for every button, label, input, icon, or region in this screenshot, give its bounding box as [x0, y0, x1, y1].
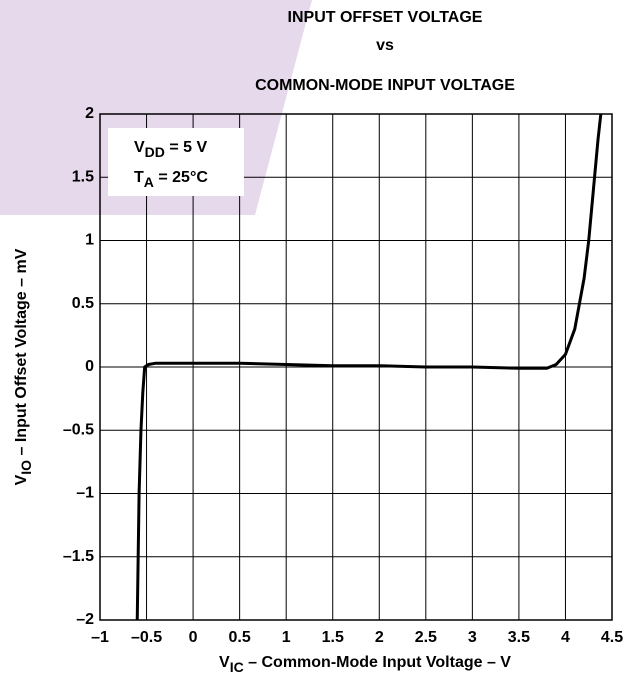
- label-text: – Common-Mode Input Voltage – V: [244, 654, 512, 671]
- chart-title: INPUT OFFSET VOLTAGE: [288, 9, 483, 26]
- symbol: V: [134, 139, 145, 156]
- x-tick-label: 4.5: [601, 629, 623, 646]
- subscript: IO: [18, 460, 34, 475]
- symbol: V: [219, 654, 230, 671]
- x-tick-label: –0.5: [131, 629, 162, 646]
- label-text: – Input Offset Voltage – mV: [13, 248, 30, 460]
- x-tick-label: 0: [189, 629, 198, 646]
- annotation: TA = 25°C: [134, 169, 208, 189]
- label-text: = 25°C: [154, 169, 208, 186]
- y-tick-label: –0.5: [63, 421, 94, 438]
- symbol: V: [13, 474, 30, 485]
- subscript: DD: [145, 144, 165, 160]
- annotation: VDD = 5 V: [134, 139, 207, 159]
- y-tick-label: 1: [85, 232, 94, 249]
- x-axis-label: VIC – Common-Mode Input Voltage – V: [219, 654, 511, 674]
- x-tick-label: –1: [91, 629, 109, 646]
- x-tick-label: 2: [375, 629, 384, 646]
- x-tick-label: 3: [468, 629, 477, 646]
- y-tick-label: –1.5: [63, 548, 94, 565]
- x-tick-label: 2.5: [415, 629, 437, 646]
- x-tick-label: 1.5: [322, 629, 344, 646]
- x-tick-label: 3.5: [508, 629, 530, 646]
- subscript: IC: [230, 659, 244, 675]
- annotation-box: [108, 128, 244, 196]
- series-line: [135, 113, 603, 621]
- symbol: T: [134, 169, 144, 186]
- chart-title: vs: [376, 37, 394, 54]
- y-axis-label: VIO – Input Offset Voltage – mV: [13, 248, 33, 485]
- subscript: A: [144, 174, 154, 190]
- label-text: = 5 V: [165, 139, 208, 156]
- y-tick-label: 2: [85, 105, 94, 122]
- y-tick-label: 0.5: [72, 295, 94, 312]
- plot-frame: [99, 113, 613, 621]
- y-tick-label: 0: [85, 358, 94, 375]
- x-tick-label: 4: [561, 629, 570, 646]
- y-tick-label: 1.5: [72, 168, 94, 185]
- y-tick-label: –1: [76, 485, 94, 502]
- x-tick-label: 0.5: [229, 629, 251, 646]
- x-tick-label: 1: [282, 629, 291, 646]
- y-tick-label: –2: [76, 611, 94, 628]
- chart-title: COMMON-MODE INPUT VOLTAGE: [255, 77, 515, 94]
